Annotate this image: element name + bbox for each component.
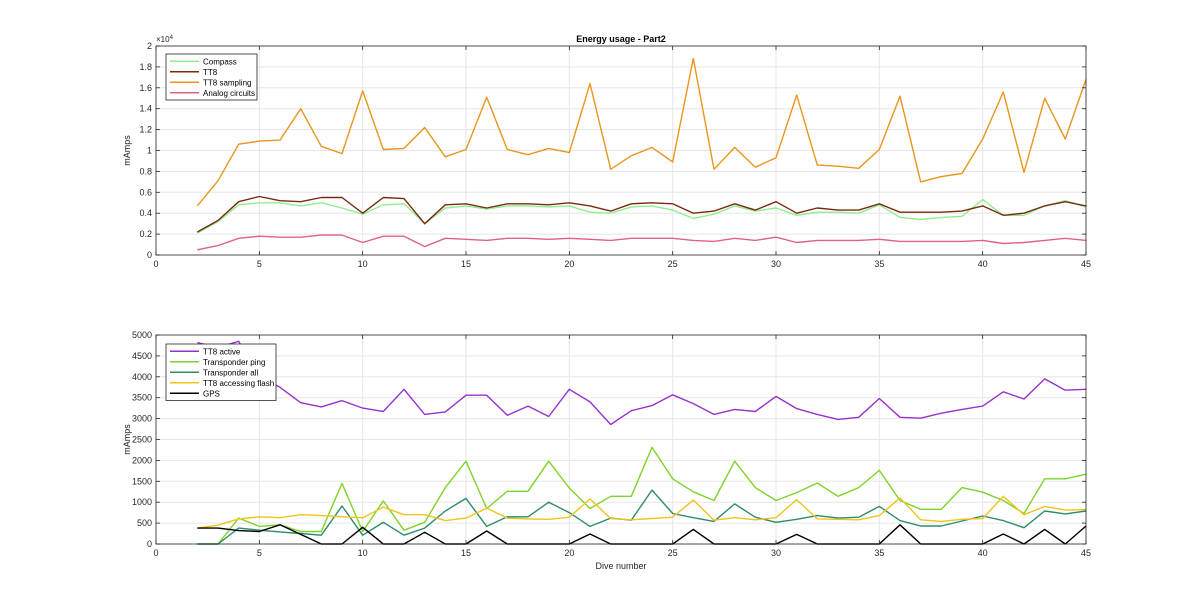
series-line-tt8-active [197, 340, 1087, 426]
y-tick-label: 0 [147, 250, 152, 260]
exponent-base: ×10 [156, 35, 170, 44]
x-tick-label: 20 [564, 548, 574, 558]
legend-label: Analog circuits [203, 89, 255, 98]
y-tick-label: 0 [147, 539, 152, 549]
chart-1: 0 5 10 15 20 25 30 35 40 45 0 0.2 0.4 0.6 0.8 1 1.2 1.4 1.… [122, 34, 1091, 269]
y-tick-label: 1.6 [139, 83, 152, 93]
x-tick-label: 10 [358, 259, 368, 269]
y-tick-label: 500 [137, 518, 152, 528]
y-tick-label: 1.8 [139, 62, 152, 72]
y-tick-label: 1000 [132, 497, 152, 507]
y-tick-label: 1500 [132, 476, 152, 486]
y-tick-label: 0.2 [139, 229, 152, 239]
chart-title: Energy usage - Part2 [576, 34, 666, 44]
x-tick-label: 25 [668, 548, 678, 558]
x-tick-label: 35 [874, 548, 884, 558]
legend-label: Transponder ping [203, 358, 265, 367]
legend-label: Compass [203, 57, 237, 66]
series-line-analog-circuits [197, 234, 1087, 251]
legend-label: TT8 sampling [203, 78, 251, 87]
x-axis-label: Dive number [595, 561, 646, 571]
y-tick-label: 1.2 [139, 125, 152, 135]
exponent-power: 4 [170, 35, 174, 41]
y-tick-label: 0.4 [139, 208, 152, 218]
x-tick-label: 0 [153, 548, 158, 558]
x-tick-label: 25 [668, 259, 678, 269]
series-line-tt8 [196, 195, 1087, 233]
y-tick-label: 2 [147, 41, 152, 51]
x-tick-label: 30 [771, 548, 781, 558]
y-axis-label: mAmps [122, 135, 132, 166]
y-tick-label: 0.6 [139, 187, 152, 197]
y-tick-label: 5000 [132, 330, 152, 340]
x-tick-label: 30 [771, 259, 781, 269]
series-line-transponder-all [197, 489, 1087, 545]
chart-2: 0 5 10 15 20 25 30 35 40 45 0 500 1000 1500 2000 2500 30… [122, 330, 1091, 571]
y-tick-label: 3500 [132, 393, 152, 403]
legend-label: Transponder all [203, 368, 259, 377]
series-line-transponder-ping [197, 446, 1087, 545]
y-exponent-label: ×104 [156, 35, 174, 44]
series-line-tt8-accessing-flash [197, 495, 1087, 529]
x-tick-label: 15 [461, 259, 471, 269]
y-tick-label: 1.4 [139, 104, 152, 114]
x-tick-label: 40 [978, 259, 988, 269]
x-tick-label: 45 [1081, 259, 1091, 269]
x-tick-label: 5 [257, 548, 262, 558]
y-tick-label: 2500 [132, 435, 152, 445]
x-tick-label: 0 [153, 259, 158, 269]
series-line-compass [196, 198, 1087, 234]
x-tick-label: 35 [874, 259, 884, 269]
x-tick-label: 45 [1081, 548, 1091, 558]
y-tick-label: 1 [147, 146, 152, 156]
x-tick-label: 10 [358, 548, 368, 558]
y-tick-label: 0.8 [139, 166, 152, 176]
y-axis-label: mAmps [122, 424, 132, 455]
y-tick-label: 4000 [132, 372, 152, 382]
x-tick-label: 40 [978, 548, 988, 558]
legend-label: TT8 active [203, 347, 241, 356]
y-tick-label: 3000 [132, 414, 152, 424]
y-tick-label: 2000 [132, 455, 152, 465]
legend-label: GPS [203, 389, 220, 398]
x-tick-label: 5 [257, 259, 262, 269]
y-tick-label: 4500 [132, 351, 152, 361]
series-line-tt8-sampling [196, 57, 1087, 207]
x-tick-label: 15 [461, 548, 471, 558]
legend-label: TT8 [203, 68, 218, 77]
legend-label: TT8 accessing flash [203, 379, 274, 388]
x-tick-label: 20 [564, 259, 574, 269]
